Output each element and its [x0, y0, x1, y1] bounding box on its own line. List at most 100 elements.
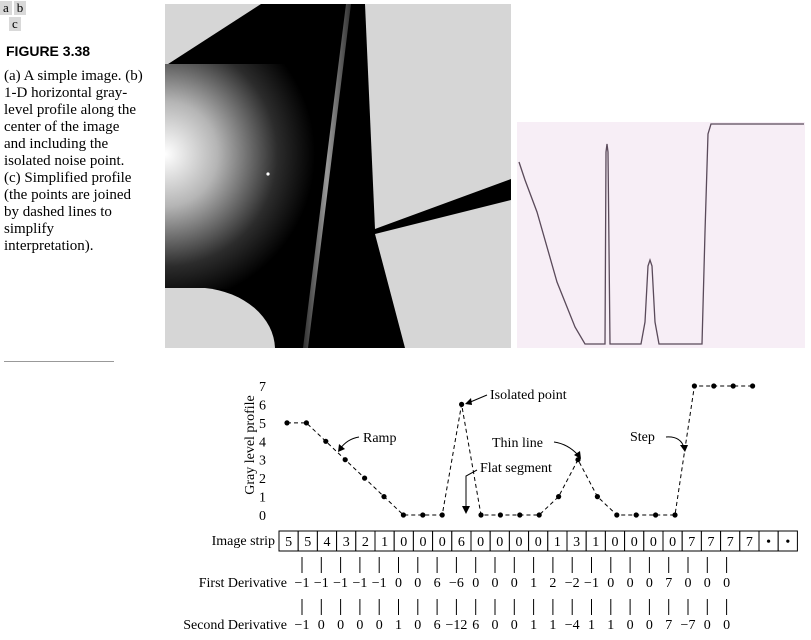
strip-cell-value-17: 0	[612, 535, 619, 550]
profile-point-1	[303, 420, 309, 426]
panel-letter-c: c	[9, 17, 21, 31]
profile-point-13	[536, 512, 542, 518]
strip-cell-value-11: 0	[496, 535, 503, 550]
first-derivative-value-22: 0	[723, 576, 730, 591]
first-derivative-value-4: −1	[372, 576, 387, 591]
image-strip: 5 5 4 3 2 1 0 0 0 6 0 0 0 0 1 3 1 0 0 0 0 7 7 7 7 • •	[278, 530, 798, 552]
second-derivative-value-10: 0	[492, 618, 499, 633]
second-derivative-value-7: 6	[434, 618, 441, 633]
annotation-step-arrow	[680, 445, 688, 452]
strip-cell-value-21: 7	[688, 535, 695, 550]
profile-point-19	[653, 512, 659, 518]
first-derivative-value-18: 0	[646, 576, 653, 591]
first-derivative-value-11: 0	[511, 576, 518, 591]
y-axis-label: Gray level profile	[243, 395, 258, 495]
strip-cell-value-14: 1	[554, 535, 561, 550]
first-derivative-value-16: 0	[607, 576, 614, 591]
strip-cell-value-22: 7	[708, 535, 715, 550]
profile-point-5	[381, 494, 387, 500]
first-derivative-value-12: 1	[530, 576, 537, 591]
first-derivative-value-17: 0	[627, 576, 634, 591]
panel-letter-a: a	[0, 1, 12, 15]
first-derivative-value-15: −1	[584, 576, 599, 591]
strip-cell-value-25: •	[766, 535, 771, 550]
annotation-thin-line-arrow	[574, 451, 581, 459]
y-tick-label-7: 7	[259, 380, 266, 395]
y-tick-label-6: 6	[259, 398, 266, 413]
strip-cell-value-1: 5	[304, 535, 311, 550]
strip-cell-value-8: 0	[439, 535, 446, 550]
strip-cell-value-9: 6	[458, 535, 465, 550]
first-derivative-tick-marks	[301, 557, 728, 573]
second-derivative-value-16: 1	[607, 618, 614, 633]
strip-cell-value-18: 0	[631, 535, 638, 550]
profile-point-8	[439, 512, 445, 518]
second-derivative-value-1: 0	[318, 618, 325, 633]
second-derivative-tick-marks	[301, 599, 728, 615]
bottom-left-disk	[165, 288, 275, 348]
first-derivative-value-6: 0	[414, 576, 421, 591]
annotation-ramp-arrow	[338, 444, 345, 452]
first-derivative-value-0: −1	[295, 576, 310, 591]
top-left-light-region	[165, 4, 261, 66]
strip-cell-26	[777, 530, 798, 552]
isolated-noise-point	[266, 172, 270, 176]
strip-cell-value-15: 3	[573, 535, 580, 550]
annotation-thin-line: Thin line	[492, 436, 543, 451]
second-derivative-value-3: 0	[356, 618, 363, 633]
second-derivative-value-8: −12	[445, 618, 467, 633]
profile-point-9	[459, 401, 465, 407]
profile-background	[517, 122, 805, 348]
gradient-glow-region	[165, 64, 335, 289]
second-derivative-label: Second Derivative	[183, 618, 287, 633]
profile-point-15	[575, 457, 581, 463]
first-derivative-value-21: 0	[704, 576, 711, 591]
strip-cell-value-13: 0	[535, 535, 542, 550]
second-derivative-value-17: 0	[627, 618, 634, 633]
annotation-isolated-point-arrow	[465, 398, 472, 405]
annotation-flat-segment-leader	[465, 469, 478, 511]
strip-cell-value-7: 0	[420, 535, 427, 550]
first-derivative-value-3: −1	[352, 576, 367, 591]
strip-cell-value-26: •	[785, 535, 790, 550]
annotation-ramp: Ramp	[363, 431, 396, 446]
second-derivative-value-6: 0	[414, 618, 421, 633]
profile-point-3	[342, 457, 348, 463]
second-derivative-values: −1 0 0 0 0 1 0 6 −12 6 0 0 1 1 −4 1 1 0 0 7 −7 0 0	[295, 618, 731, 633]
image-strip-label: Image strip	[212, 534, 275, 549]
annotation-thin-line-leader	[553, 441, 579, 456]
annotation-flat-segment: Flat segment	[480, 461, 552, 476]
profile-point-17	[614, 512, 620, 518]
second-derivative-value-9: 6	[472, 618, 479, 633]
figure-caption: (a) A simple image. (b) 1-D horizontal g…	[4, 68, 143, 254]
annotation-flat-segment-arrow	[462, 506, 470, 514]
strip-cell-value-10: 0	[477, 535, 484, 550]
strip-cell-value-4: 2	[362, 535, 369, 550]
second-derivative-value-12: 1	[530, 618, 537, 633]
profile-point-2	[323, 438, 329, 444]
strip-cell-value-19: 0	[650, 535, 657, 550]
thin-diagonal-line	[303, 4, 351, 348]
second-derivative-value-13: 1	[549, 618, 556, 633]
profile-point-16	[594, 494, 601, 500]
first-derivative-value-1: −1	[314, 576, 329, 591]
second-derivative-value-5: 1	[395, 618, 402, 633]
profile-point-10	[478, 512, 484, 518]
profile-point-12	[517, 512, 523, 518]
strip-cell-value-24: 7	[746, 535, 753, 550]
second-derivative-value-18: 0	[646, 618, 653, 633]
first-derivative-value-13: 2	[549, 576, 556, 591]
profile-point-24	[750, 383, 756, 389]
second-derivative-value-11: 0	[511, 618, 518, 633]
first-derivative-value-19: 7	[665, 576, 672, 591]
annotation-isolated-point: Isolated point	[490, 388, 567, 403]
second-derivative-value-19: 7	[665, 618, 672, 633]
y-tick-label-3: 3	[259, 454, 266, 469]
gray-level-profile-plot	[517, 122, 805, 348]
second-derivative-value-4: 0	[376, 618, 383, 633]
first-derivative-value-20: 0	[685, 576, 692, 591]
first-derivative-value-10: 0	[492, 576, 499, 591]
y-tick-label-1: 1	[259, 491, 266, 506]
y-tick-label-2: 2	[259, 472, 266, 487]
